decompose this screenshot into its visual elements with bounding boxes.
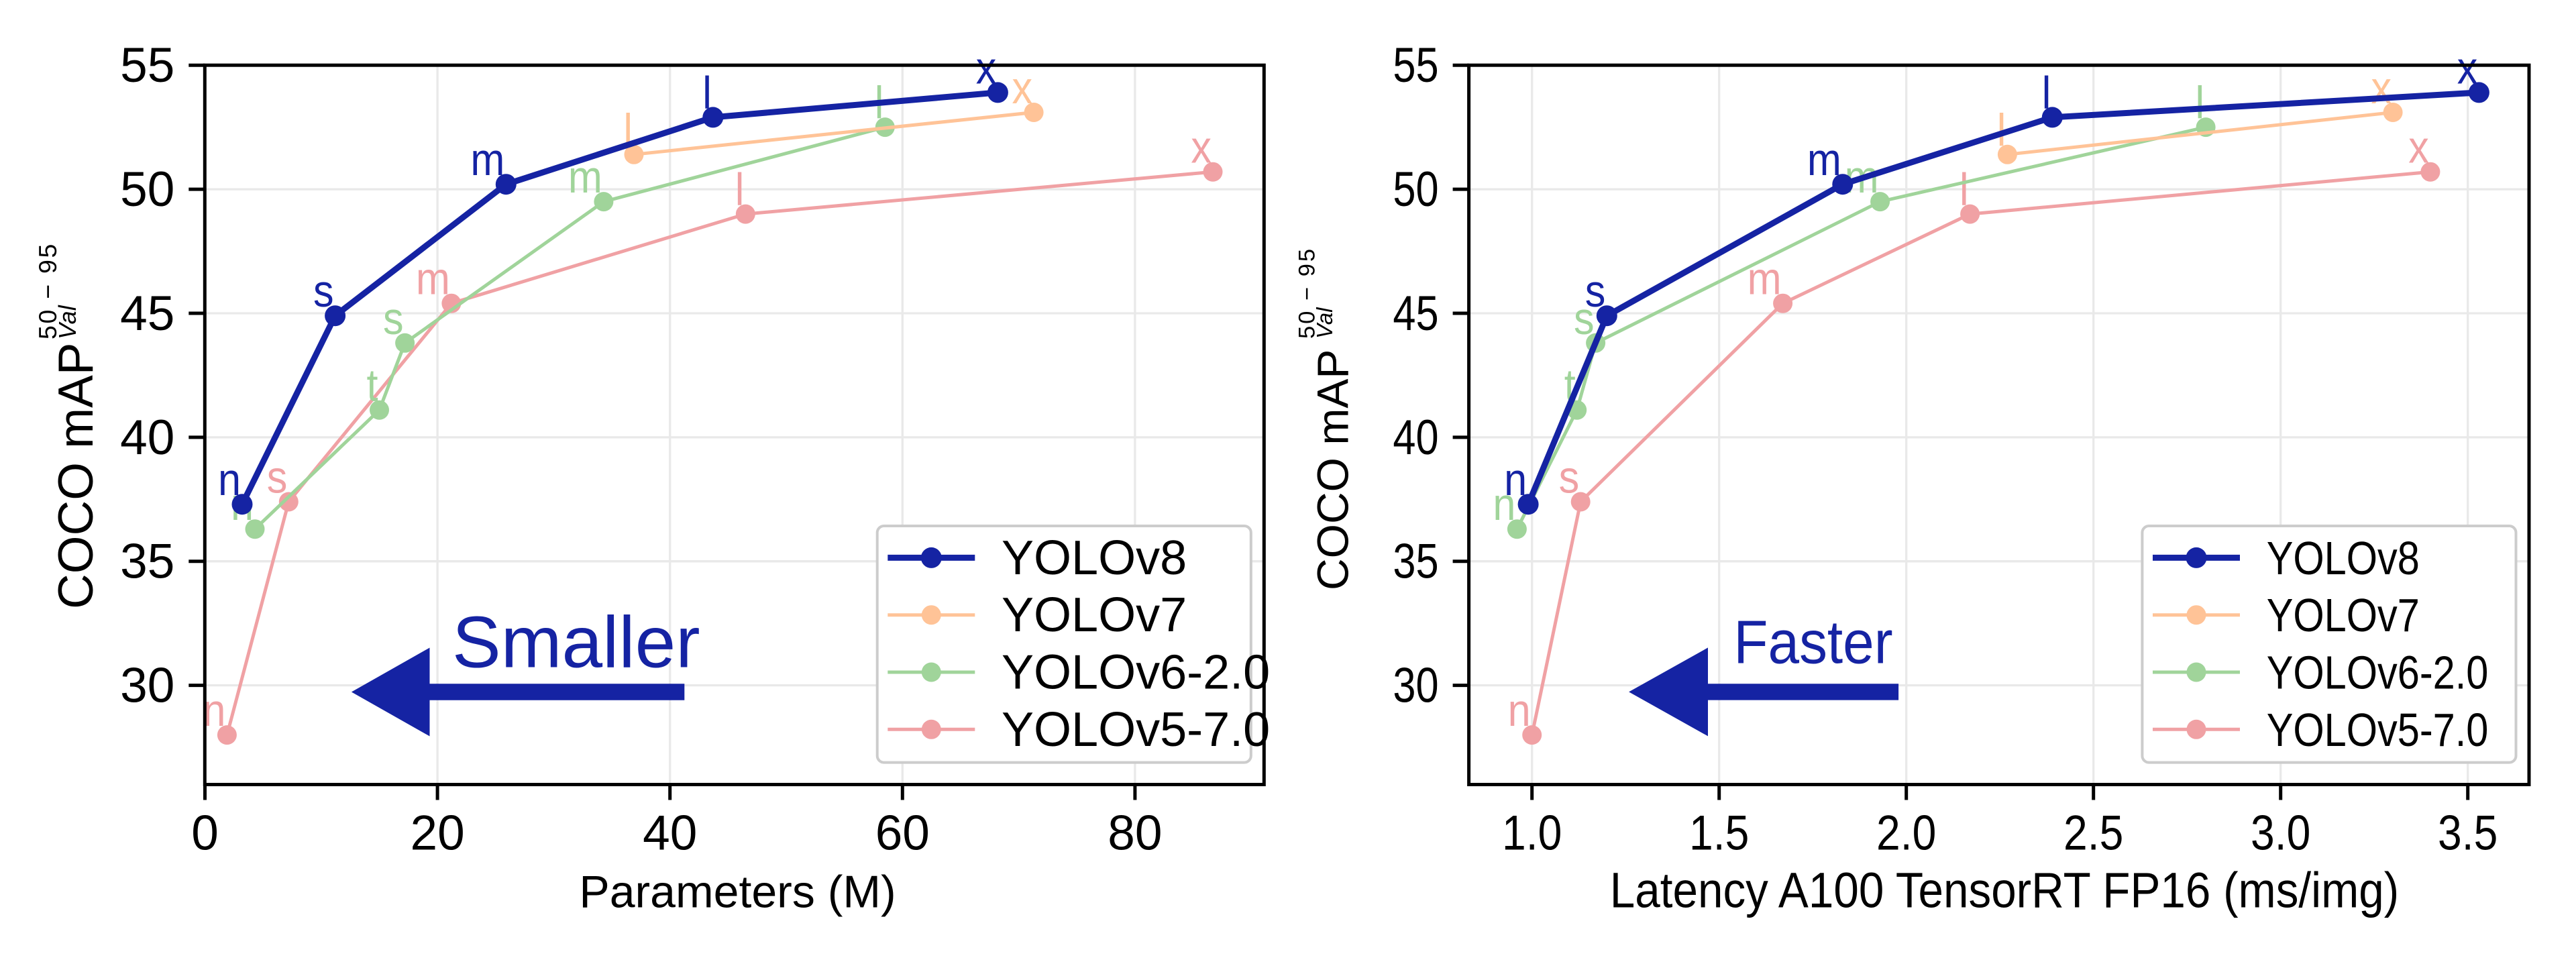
svg-text:l: l: [2042, 66, 2051, 118]
svg-text:s: s: [1585, 265, 1606, 317]
svg-text:n: n: [218, 453, 241, 505]
svg-text:1.5: 1.5: [1689, 806, 1749, 861]
svg-text:45: 45: [120, 286, 174, 341]
svg-text:40: 40: [1393, 411, 1438, 465]
svg-text:YOLOv8: YOLOv8: [1002, 531, 1187, 585]
svg-text:3.5: 3.5: [2438, 806, 2498, 861]
svg-text:30: 30: [120, 659, 174, 713]
svg-text:35: 35: [1393, 535, 1438, 589]
svg-text:s: s: [1574, 292, 1595, 344]
svg-text:m: m: [470, 133, 504, 185]
svg-text:x: x: [2408, 121, 2429, 173]
svg-text:s: s: [313, 265, 334, 317]
svg-text:2.5: 2.5: [2063, 806, 2123, 861]
svg-text:l: l: [735, 164, 745, 215]
svg-text:50: 50: [1393, 162, 1438, 217]
svg-text:Smaller: Smaller: [452, 602, 700, 684]
svg-text:COCO mAP: COCO mAP: [49, 343, 103, 609]
svg-text:l: l: [2196, 76, 2205, 128]
svg-text:l: l: [702, 66, 712, 118]
svg-text:YOLOv7: YOLOv7: [1002, 588, 1187, 642]
svg-text:Val: Val: [1312, 307, 1337, 339]
svg-text:x: x: [1012, 62, 1033, 113]
svg-text:YOLOv5-7.0: YOLOv5-7.0: [1002, 703, 1270, 757]
svg-text:40: 40: [643, 806, 697, 861]
svg-text:3.0: 3.0: [2251, 806, 2310, 861]
svg-text:l: l: [1997, 104, 2006, 156]
svg-text:Latency A100 TensorRT FP16 (ms: Latency A100 TensorRT FP16 (ms/img): [1610, 863, 2399, 919]
svg-text:55: 55: [120, 38, 174, 93]
svg-text:COCO mAP: COCO mAP: [1308, 350, 1358, 590]
svg-text:1.0: 1.0: [1502, 806, 1562, 861]
svg-text:n: n: [1504, 453, 1527, 505]
svg-text:m: m: [416, 253, 450, 305]
svg-text:n: n: [1508, 684, 1531, 736]
svg-text:x: x: [1191, 121, 1212, 173]
svg-text:l: l: [1960, 164, 1969, 215]
svg-text:m: m: [1807, 133, 1841, 185]
svg-text:YOLOv5-7.0: YOLOv5-7.0: [2267, 703, 2489, 756]
svg-text:40: 40: [120, 411, 174, 465]
svg-text:60: 60: [875, 806, 930, 861]
svg-text:35: 35: [120, 535, 174, 589]
svg-text:x: x: [2457, 42, 2478, 93]
svg-text:YOLOv7: YOLOv7: [2267, 589, 2420, 642]
svg-text:50: 50: [120, 162, 174, 217]
svg-text:s: s: [267, 451, 288, 502]
svg-text:50 − 95: 50 − 95: [1295, 247, 1320, 339]
svg-text:Parameters (M): Parameters (M): [579, 867, 896, 918]
svg-text:m: m: [1748, 253, 1782, 305]
svg-text:Val: Val: [54, 305, 81, 339]
svg-text:n: n: [203, 684, 225, 736]
svg-text:2.0: 2.0: [1876, 806, 1936, 861]
svg-text:20: 20: [410, 806, 464, 861]
svg-text:55: 55: [1393, 38, 1438, 93]
svg-text:0: 0: [191, 806, 219, 861]
svg-text:YOLOv6-2.0: YOLOv6-2.0: [1002, 646, 1270, 700]
svg-text:80: 80: [1108, 806, 1162, 861]
svg-text:45: 45: [1393, 286, 1438, 341]
svg-text:YOLOv8: YOLOv8: [2267, 531, 2420, 584]
svg-text:Faster: Faster: [1733, 608, 1892, 676]
svg-text:YOLOv6-2.0: YOLOv6-2.0: [2267, 646, 2489, 699]
svg-text:n: n: [1493, 478, 1515, 530]
svg-text:x: x: [976, 42, 997, 93]
svg-text:s: s: [1559, 451, 1580, 502]
svg-text:s: s: [383, 292, 404, 344]
svg-text:x: x: [2371, 62, 2392, 113]
svg-text:30: 30: [1393, 659, 1438, 713]
svg-text:50 − 95: 50 − 95: [34, 242, 62, 339]
svg-text:t: t: [367, 360, 378, 411]
